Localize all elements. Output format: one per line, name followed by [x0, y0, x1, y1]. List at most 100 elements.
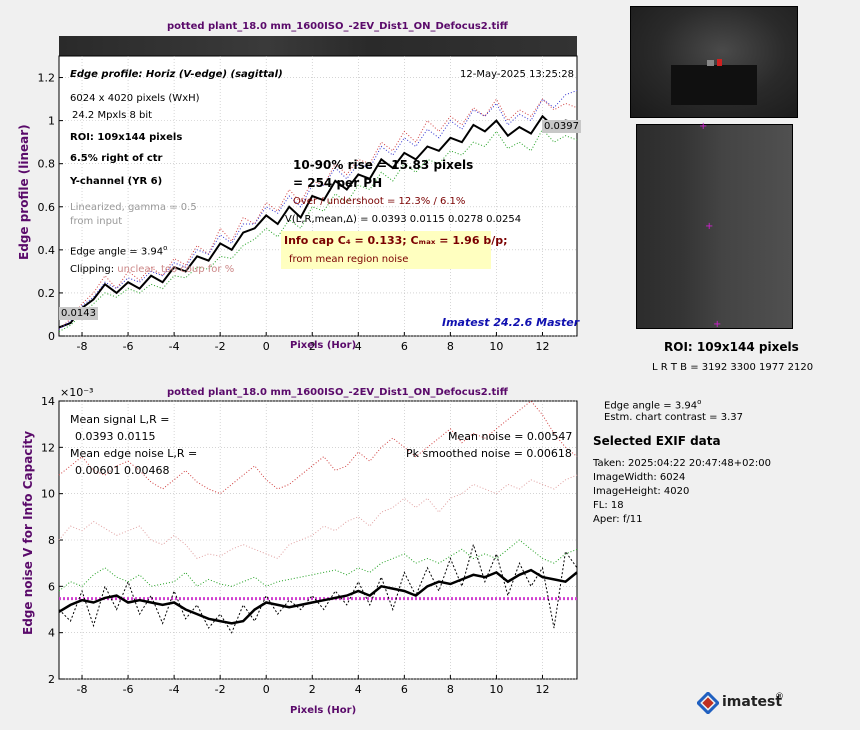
green-noise-line: [58, 539, 578, 592]
side-edge-angle-label: Edge angle = 3.94o: [604, 398, 702, 412]
exif-title: Selected EXIF data: [593, 434, 721, 448]
pk-smoothed-noise-label: Pk smoothed noise = 0.00618: [406, 447, 572, 460]
y-tick-label: 12: [41, 441, 55, 454]
x-tick-label: 12: [535, 683, 549, 696]
y-tick-label: 0.8: [38, 158, 56, 171]
exif-item: Taken: 2025:04:22 20:47:48+02:00: [593, 458, 771, 469]
exif-list: Taken: 2025:04:22 20:47:48+02:00 ImageWi…: [593, 458, 771, 528]
right-level-box: 0.0397: [542, 120, 581, 133]
y-tick-label: 1: [48, 115, 55, 128]
mean-noise-label: Mean noise = 0.00547: [448, 430, 573, 443]
bottom-x-axis-label: Pixels (Hor): [290, 705, 357, 716]
edge-profile-heading: Edge profile: Horiz (V-edge) (sagittal): [70, 69, 283, 80]
y-tick-label: 10: [41, 488, 55, 501]
roi-top-marker: +: [699, 121, 708, 132]
info-capacity-label: Info cap C₄ = 0.133; Cₘₐₓ = 1.96 b/p;: [284, 234, 508, 247]
right-of-center-label: 6.5% right of ctr: [70, 153, 163, 164]
x-tick-label: 10: [489, 683, 503, 696]
thumbnail-roi-marker: [717, 59, 722, 66]
y-tick-label: 6: [48, 580, 55, 593]
linearized-label: Linearized, gamma = 0.5: [70, 202, 197, 213]
x-tick-label: 2: [309, 683, 316, 696]
roi-center-marker: +: [705, 221, 714, 232]
y-tick-label: 0.6: [38, 201, 56, 214]
smoothed-noise-line: [58, 568, 578, 625]
y-tick-label: 14: [41, 395, 55, 408]
exif-item: ImageWidth: 6024: [593, 472, 686, 483]
x-tick-label: 4: [355, 683, 362, 696]
x-tick-label: 0: [263, 340, 270, 353]
imatest-logo-icon: [697, 692, 719, 714]
info-capacity-box: Info cap C₄ = 0.133; Cₘₐₓ = 1.96 b/p; fr…: [281, 231, 508, 269]
roi-crop-image[interactable]: + + +: [636, 121, 793, 330]
x-tick-label: -8: [77, 683, 88, 696]
edge-angle-label: Edge angle = 3.94o: [70, 244, 168, 258]
imatest-version-label: Imatest 24.2.6 Master: [442, 316, 580, 329]
y-tick-label: 0.2: [38, 287, 56, 300]
y-tick-label: 2: [48, 673, 55, 686]
y-tick-label: 1.2: [38, 72, 56, 85]
from-input-label: from input: [70, 216, 123, 227]
info-capacity-note: from mean region noise: [289, 254, 409, 265]
roi-bottom-marker: +: [713, 319, 722, 330]
top-x-axis-label: Pixels (Hor): [290, 340, 357, 351]
mean-edge-noise-values: 0.00601 0.00468: [75, 464, 170, 477]
x-tick-label: 2: [309, 340, 316, 353]
x-tick-label: -8: [77, 340, 88, 353]
exif-item: FL: 18: [593, 500, 624, 511]
rise-label: 10-90% rise = 15.83 pixels: [293, 158, 474, 172]
full-image-thumbnail[interactable]: [630, 6, 798, 118]
raw-noise-line: [58, 542, 578, 634]
x-tick-label: 8: [447, 683, 454, 696]
image-size-label: 6024 x 4020 pixels (WxH): [70, 93, 200, 104]
exif-item: ImageHeight: 4020: [593, 486, 690, 497]
x-tick-label: -6: [123, 683, 134, 696]
exif-item: Aper: f/11: [593, 514, 643, 525]
x-tick-label: 12: [535, 340, 549, 353]
edge-profile-chart: -8 -6 -4 -2 0 2 4 6 8 10 12 0 0.2 0.4 0.6 0.8 1 1.2: [38, 55, 578, 353]
imatest-logo: imatest ®: [697, 692, 787, 714]
edge-profile-line: [58, 114, 578, 329]
megapixels-label: 24.2 Mpxls 8 bit: [72, 110, 153, 121]
x-tick-label: -4: [169, 340, 180, 353]
channel-label: Y-channel (YR 6): [70, 176, 163, 187]
imatest-logo-text: imatest: [722, 694, 783, 710]
red-channel-line: [58, 98, 578, 330]
x-tick-label: 6: [401, 340, 408, 353]
top-color-strip: [59, 36, 577, 56]
x-tick-label: -4: [169, 683, 180, 696]
bottom-chart-title: potted plant_18.0 mm_1600ISO_-2EV_Dist1_…: [167, 387, 508, 398]
y-tick-label: 8: [48, 534, 55, 547]
plot-area: [58, 55, 578, 337]
bottom-y-axis-label: Edge noise V for Info Capacity: [21, 430, 35, 635]
y-exponent-label: ×10⁻³: [60, 386, 94, 399]
y-tick-label: 0: [48, 330, 55, 343]
y-tick-label: 4: [48, 627, 55, 640]
x-tick-label: 10: [489, 340, 503, 353]
x-tick-label: -2: [215, 340, 226, 353]
mean-edge-noise-label: Mean edge noise L,R =: [70, 447, 198, 460]
side-lrtb-label: L R T B = 3192 3300 1977 2120: [652, 362, 814, 373]
per-ph-label: = 254 per PH: [293, 176, 383, 190]
side-contrast-label: Estm. chart contrast = 3.37: [604, 412, 743, 423]
x-tick-label: 6: [401, 683, 408, 696]
y-tick-label: 0.4: [38, 244, 56, 257]
x-tick-label: -6: [123, 340, 134, 353]
x-tick-label: 4: [355, 340, 362, 353]
left-level-box: 0.0143: [59, 307, 98, 320]
mean-signal-label: Mean signal L,R =: [70, 413, 170, 426]
imatest-logo-reg: ®: [775, 692, 784, 702]
side-roi-label: ROI: 109x144 pixels: [664, 340, 799, 354]
thumbnail-object: [707, 60, 714, 66]
mean-signal-values: 0.0393 0.0115: [75, 430, 156, 443]
thumbnail-table: [671, 65, 757, 105]
x-tick-label: -2: [215, 683, 226, 696]
timestamp-label: 12-May-2025 13:25:28: [460, 69, 574, 80]
x-tick-label: 0: [263, 683, 270, 696]
top-chart-title: potted plant_18.0 mm_1600ISO_-2EV_Dist1_…: [167, 21, 508, 32]
clipping-label: Clipping: unclear, too coup for %: [70, 264, 235, 275]
x-tick-label: 8: [447, 340, 454, 353]
overshoot-label: Over / undershoot = 12.3% / 6.1%: [293, 196, 466, 207]
pink-noise-line: [58, 474, 578, 560]
